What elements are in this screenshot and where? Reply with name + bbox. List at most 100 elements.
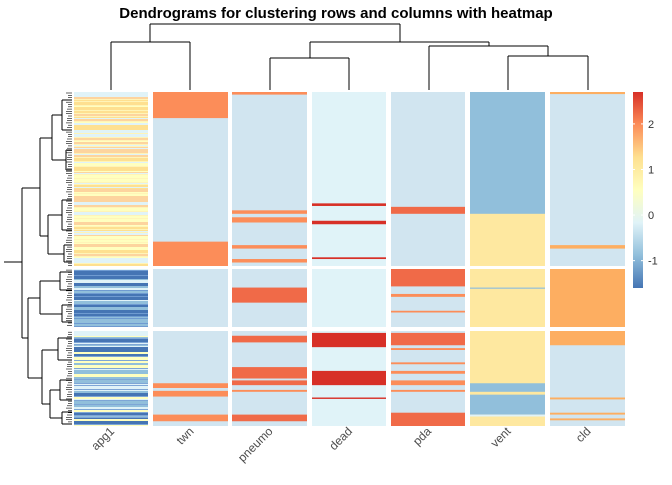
heatmap-stripe: [74, 130, 148, 133]
heatmap-stripe: [74, 162, 148, 163]
heatmap-stripe: [74, 196, 148, 199]
heatmap-block-vent-2: [470, 269, 545, 327]
heatmap-block-twn-2: [153, 269, 228, 327]
heatmap-stripe: [74, 248, 148, 250]
heatmap-stripe: [74, 391, 148, 393]
heatmap-stripe: [74, 288, 148, 290]
column-label-apg1: apg1: [88, 424, 117, 453]
heatmap-stripe: [74, 336, 148, 337]
heatmap-band: [391, 362, 465, 365]
heatmap-stripe: [74, 397, 148, 398]
heatmap-block-apg1-1: [74, 92, 148, 266]
heatmap-stripe: [74, 111, 148, 113]
legend-colorbar: [633, 92, 643, 288]
heatmap-band: [232, 217, 307, 223]
heatmap-stripe: [74, 395, 148, 396]
heatmap-stripe: [74, 319, 148, 320]
heatmap-stripe: [74, 102, 148, 104]
heatmap-band: [232, 210, 307, 214]
heatmap-block-dead-3: [312, 331, 386, 426]
heatmap-block-base: [232, 92, 307, 266]
heatmap-stripe: [74, 107, 148, 110]
heatmap-stripe: [74, 352, 148, 354]
heatmap-block-pneumo-3: [232, 331, 307, 426]
heatmap-stripe: [74, 185, 148, 187]
heatmap-stripe: [74, 380, 148, 383]
heatmap-stripe: [74, 399, 148, 400]
heatmap-stripe: [74, 361, 148, 363]
column-label-cld: cld: [573, 424, 594, 445]
heatmap-stripe: [74, 254, 148, 256]
legend-tick-label: -1: [648, 256, 658, 268]
heatmap-stripe: [74, 297, 148, 300]
heatmap-stripe: [74, 347, 148, 350]
heatmap-stripe: [74, 401, 148, 404]
heatmap-stripe: [74, 280, 148, 283]
heatmap-stripe: [74, 158, 148, 161]
heatmap-band: [312, 220, 386, 225]
heatmap-stripe: [74, 314, 148, 316]
heatmap-stripe: [74, 258, 148, 260]
heatmap-stripe: [74, 373, 148, 374]
heatmap-stripe: [74, 208, 148, 211]
column-dendrogram: [110, 23, 589, 90]
heatmap-block-apg1-3: [74, 331, 148, 426]
heatmap-stripe: [74, 337, 148, 338]
heatmap-band: [232, 335, 307, 343]
heatmap-stripe: [74, 149, 148, 152]
heatmap-stripe: [74, 104, 148, 105]
heatmap-band: [232, 92, 307, 95]
heatmap-stripe: [74, 119, 148, 121]
heatmap-block-pneumo-1: [232, 92, 307, 266]
heatmap-stripe: [74, 339, 148, 342]
legend-tick-label: 2: [648, 119, 654, 131]
heatmap-band: [550, 245, 625, 249]
heatmap-stripe: [74, 189, 148, 192]
heatmap-stripe: [74, 227, 148, 229]
heatmap-band: [391, 310, 465, 313]
heatmap-stripe: [74, 171, 148, 172]
heatmap-stripe: [74, 276, 148, 279]
heatmap-block-base: [153, 92, 228, 266]
heatmap-stripe: [74, 250, 148, 253]
heatmap-band: [391, 412, 465, 426]
heatmap-stripe: [74, 317, 148, 318]
heatmap-stripe: [74, 192, 148, 193]
heatmap-stripe: [74, 421, 148, 424]
heatmap-stripe: [74, 257, 148, 258]
heatmap-stripe: [74, 122, 148, 123]
heatmap-stripe: [74, 154, 148, 155]
heatmap-band: [312, 332, 386, 348]
row-dendrogram: [4, 92, 72, 425]
heatmap-band: [153, 414, 228, 422]
heatmap-stripe: [74, 219, 148, 222]
heatmap-band: [153, 390, 228, 397]
heatmap-stripe: [74, 123, 148, 125]
heatmap-band: [153, 92, 228, 119]
heatmap-band: [391, 269, 465, 287]
heatmap-block-vent-1: [470, 92, 545, 266]
heatmap-stripe: [74, 363, 148, 365]
heatmap-band: [232, 389, 307, 392]
heatmap-block-base: [550, 331, 625, 426]
heatmap-band: [550, 397, 625, 400]
heatmap-stripe: [74, 247, 148, 248]
heatmap-block-base: [312, 269, 386, 327]
heatmap-stripe: [74, 230, 148, 231]
heatmap-stripe: [74, 97, 148, 99]
heatmap-band: [470, 92, 545, 214]
heatmap-band: [391, 293, 465, 297]
heatmap-stripe: [74, 346, 148, 347]
heatmap-stripe: [74, 148, 148, 149]
heatmap-stripe: [74, 354, 148, 356]
heatmap-block-cld-3: [550, 331, 625, 426]
heatmap-block-base: [391, 92, 465, 266]
heatmap-stripe: [74, 378, 148, 379]
heatmap-band: [391, 370, 465, 374]
heatmap-block-twn-3: [153, 331, 228, 426]
heatmap-stripe: [74, 134, 148, 137]
heatmap-band: [391, 332, 465, 346]
chart-title: Dendrograms for clustering rows and colu…: [119, 5, 552, 22]
heatmap-stripe: [74, 127, 148, 130]
